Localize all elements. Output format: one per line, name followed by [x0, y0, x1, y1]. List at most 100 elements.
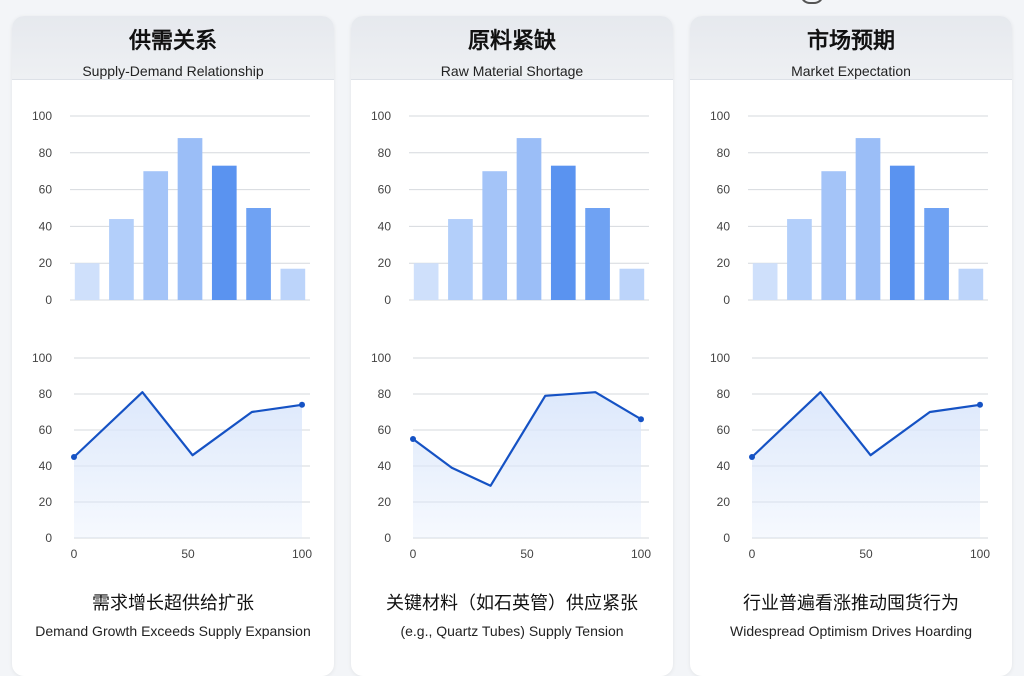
- panel-header: 供需关系 Supply-Demand Relationship: [12, 16, 334, 80]
- line-point: [299, 401, 305, 408]
- line-x-tick-label: 0: [410, 547, 417, 561]
- panel-title-en: Supply-Demand Relationship: [82, 63, 264, 79]
- line-x-tick-label: 50: [859, 547, 873, 561]
- line-y-tick-label: 0: [45, 531, 52, 545]
- line-x-tick-label: 50: [181, 547, 195, 561]
- bar: [550, 165, 576, 300]
- bar-y-tick-label: 80: [39, 146, 53, 160]
- bar-y-tick-label: 100: [710, 109, 730, 123]
- panel-title-en: Market Expectation: [791, 63, 911, 79]
- bar-y-tick-label: 60: [717, 183, 731, 197]
- line-chart: 0 20 40 60 80 100 0 50 100: [371, 351, 651, 561]
- line-y-tick-label: 100: [32, 351, 52, 365]
- panel-caption-en: (e.g., Quartz Tubes) Supply Tension: [400, 623, 624, 639]
- bar: [109, 219, 134, 300]
- bar: [177, 138, 203, 300]
- line-point: [71, 454, 77, 460]
- bar: [74, 263, 100, 300]
- line-y-tick-label: 80: [717, 387, 731, 401]
- panel-title-cn: 市场预期: [806, 29, 895, 54]
- line-area-fill: [74, 392, 302, 538]
- line-series: [751, 391, 981, 458]
- line-point: [410, 436, 416, 442]
- bar: [246, 208, 271, 300]
- cropped-title-glyph: [800, 0, 824, 4]
- bar-y-tick-label: 0: [45, 293, 52, 307]
- line-area-fill: [413, 392, 641, 538]
- bar-y-tick-label: 80: [717, 146, 731, 160]
- bar: [585, 208, 610, 300]
- panel-title-cn: 原料紧缺: [467, 29, 556, 54]
- bar-y-tick-label: 60: [39, 183, 53, 197]
- panel-caption-cn: 行业普遍看涨推动囤货行为: [743, 593, 959, 614]
- bar: [924, 208, 949, 300]
- bar: [448, 219, 473, 300]
- bar-y-tick-label: 20: [717, 256, 731, 270]
- line-x-tick-label: 0: [71, 547, 78, 561]
- line-y-tick-label: 40: [717, 459, 731, 473]
- line-x-tick-label: 100: [631, 547, 651, 561]
- line-point: [638, 416, 644, 423]
- line-y-tick-label: 100: [371, 351, 391, 365]
- panel-charts: 0 20 40 60 80 100 0 20 40 60 80 100 0 50 100: [371, 109, 651, 561]
- line-y-tick-label: 40: [378, 459, 392, 473]
- line-x-tick-label: 0: [749, 547, 756, 561]
- bar: [752, 263, 778, 300]
- bar: [855, 138, 881, 300]
- line-y-tick-label: 80: [39, 387, 53, 401]
- line-point: [977, 401, 983, 408]
- bar-chart: 0 20 40 60 80 100: [32, 109, 310, 307]
- panel-charts: 0 20 40 60 80 100 0 20 40 60 80 100 0 50 100: [32, 109, 312, 561]
- bar-y-tick-label: 40: [39, 219, 53, 233]
- bar: [958, 268, 984, 300]
- bar-y-tick-label: 40: [378, 219, 392, 233]
- line-y-tick-label: 40: [39, 459, 53, 473]
- panel-caption-en: Widespread Optimism Drives Hoarding: [730, 623, 972, 639]
- panel-caption-cn: 关键材料（如石英管）供应紧张: [386, 593, 638, 614]
- panel-supply-demand: 供需关系 Supply-Demand Relationship 0 20 40 60 8…: [12, 16, 334, 676]
- bar-y-tick-label: 100: [371, 109, 391, 123]
- panel-caption-cn: 需求增长超供给扩张: [92, 593, 254, 614]
- bar: [619, 268, 645, 300]
- bar: [211, 165, 237, 300]
- line-chart: 0 20 40 60 80 100 0 50 100: [32, 351, 312, 561]
- bar-y-tick-label: 60: [378, 183, 392, 197]
- line-series: [73, 391, 303, 458]
- bar: [413, 263, 439, 300]
- bar-y-tick-label: 20: [378, 256, 392, 270]
- line-y-tick-label: 20: [39, 495, 53, 509]
- bar-chart: 0 20 40 60 80 100: [710, 109, 988, 307]
- bar-y-tick-label: 100: [32, 109, 52, 123]
- bar: [143, 171, 169, 300]
- panel-title-cn: 供需关系: [128, 29, 217, 54]
- line-y-tick-label: 20: [717, 495, 731, 509]
- line-y-tick-label: 20: [378, 495, 392, 509]
- line-x-tick-label: 100: [970, 547, 990, 561]
- line-point: [749, 454, 755, 460]
- panel-header: 市场预期 Market Expectation: [690, 16, 1012, 80]
- bar: [787, 219, 812, 300]
- line-x-tick-label: 50: [520, 547, 534, 561]
- panel-title-en: Raw Material Shortage: [440, 63, 584, 79]
- line-series: [412, 391, 642, 487]
- line-x-tick-label: 100: [292, 547, 312, 561]
- line-y-tick-label: 60: [717, 423, 731, 437]
- line-y-tick-label: 60: [39, 423, 53, 437]
- bar-y-tick-label: 0: [723, 293, 730, 307]
- line-y-tick-label: 0: [723, 531, 730, 545]
- panel-market-expectation: 市场预期 Market Expectation 0 20 40 60 80 100 0 20 4…: [690, 16, 1012, 676]
- panel-raw-material: 原料紧缺 Raw Material Shortage 0 20 40 60 80 100 0…: [351, 16, 673, 676]
- line-area-fill: [752, 392, 980, 538]
- panel-caption-en: Demand Growth Exceeds Supply Expansion: [35, 623, 311, 639]
- bar: [516, 138, 542, 300]
- bar-y-tick-label: 40: [717, 219, 731, 233]
- bar: [280, 268, 306, 300]
- bar: [482, 171, 508, 300]
- bar-y-tick-label: 0: [384, 293, 391, 307]
- panel-header: 原料紧缺 Raw Material Shortage: [351, 16, 673, 80]
- line-chart: 0 20 40 60 80 100 0 50 100: [710, 351, 990, 561]
- bar: [821, 171, 847, 300]
- line-y-tick-label: 0: [384, 531, 391, 545]
- bar-chart: 0 20 40 60 80 100: [371, 109, 649, 307]
- bar-y-tick-label: 20: [39, 256, 53, 270]
